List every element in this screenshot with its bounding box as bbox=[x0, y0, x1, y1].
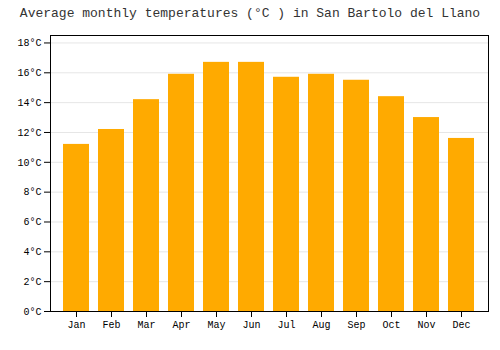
svg-text:6°C: 6°C bbox=[23, 217, 41, 228]
svg-text:8°C: 8°C bbox=[23, 187, 41, 198]
svg-text:Oct: Oct bbox=[382, 320, 400, 331]
svg-text:Mar: Mar bbox=[137, 320, 155, 331]
svg-text:Aug: Aug bbox=[312, 320, 330, 331]
svg-text:Jun: Jun bbox=[242, 320, 260, 331]
html-text:Average monthly temperatures (: Average monthly temperatures (°C ) in Sa… bbox=[19, 6, 481, 21]
svg-text:10°C: 10°C bbox=[17, 158, 41, 169]
svg-text:Nov: Nov bbox=[417, 320, 435, 331]
svg-text:0°C: 0°C bbox=[23, 307, 41, 318]
svg-text:Jan: Jan bbox=[67, 320, 85, 331]
svg-text:18°C: 18°C bbox=[17, 38, 41, 49]
svg-text:Sep: Sep bbox=[347, 320, 365, 331]
svg-text:Dec: Dec bbox=[452, 320, 470, 331]
svg-text:Apr: Apr bbox=[172, 320, 190, 331]
svg-text:2°C: 2°C bbox=[23, 277, 41, 288]
svg-text:Jul: Jul bbox=[277, 320, 295, 331]
svg-text:16°C: 16°C bbox=[17, 68, 41, 79]
svg-text:4°C: 4°C bbox=[23, 247, 41, 258]
svg-text:May: May bbox=[207, 320, 225, 331]
svg-text:Feb: Feb bbox=[102, 320, 120, 331]
svg-text:12°C: 12°C bbox=[17, 128, 41, 139]
svg-text:14°C: 14°C bbox=[17, 98, 41, 109]
